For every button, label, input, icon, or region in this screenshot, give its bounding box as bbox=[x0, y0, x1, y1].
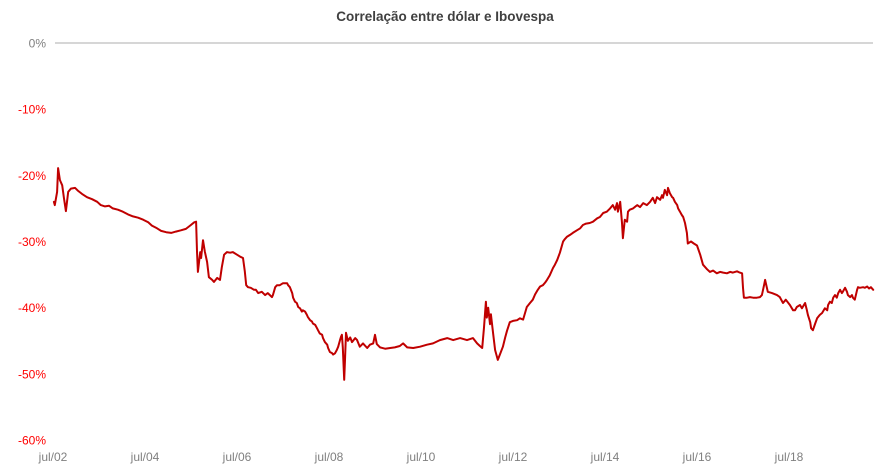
x-tick-label: jul/02 bbox=[38, 450, 68, 464]
y-tick-label: -20% bbox=[18, 169, 46, 183]
y-tick-label: -60% bbox=[18, 434, 46, 448]
x-tick-label: jul/06 bbox=[222, 450, 252, 464]
y-tick-label: -10% bbox=[18, 103, 46, 117]
x-tick-label: jul/14 bbox=[590, 450, 620, 464]
chart-title: Correlação entre dólar e Ibovespa bbox=[336, 9, 554, 24]
y-tick-label: -50% bbox=[18, 367, 46, 381]
y-tick-label: -40% bbox=[18, 301, 46, 315]
x-tick-label: jul/12 bbox=[498, 450, 528, 464]
correlation-line bbox=[52, 167, 875, 381]
y-tick-label: -30% bbox=[18, 235, 46, 249]
x-tick-label: jul/08 bbox=[314, 450, 344, 464]
x-tick-label: jul/18 bbox=[774, 450, 804, 464]
x-tick-label: jul/16 bbox=[682, 450, 712, 464]
x-tick-label: jul/10 bbox=[406, 450, 436, 464]
x-tick-label: jul/04 bbox=[130, 450, 160, 464]
y-tick-label: 0% bbox=[29, 37, 47, 51]
